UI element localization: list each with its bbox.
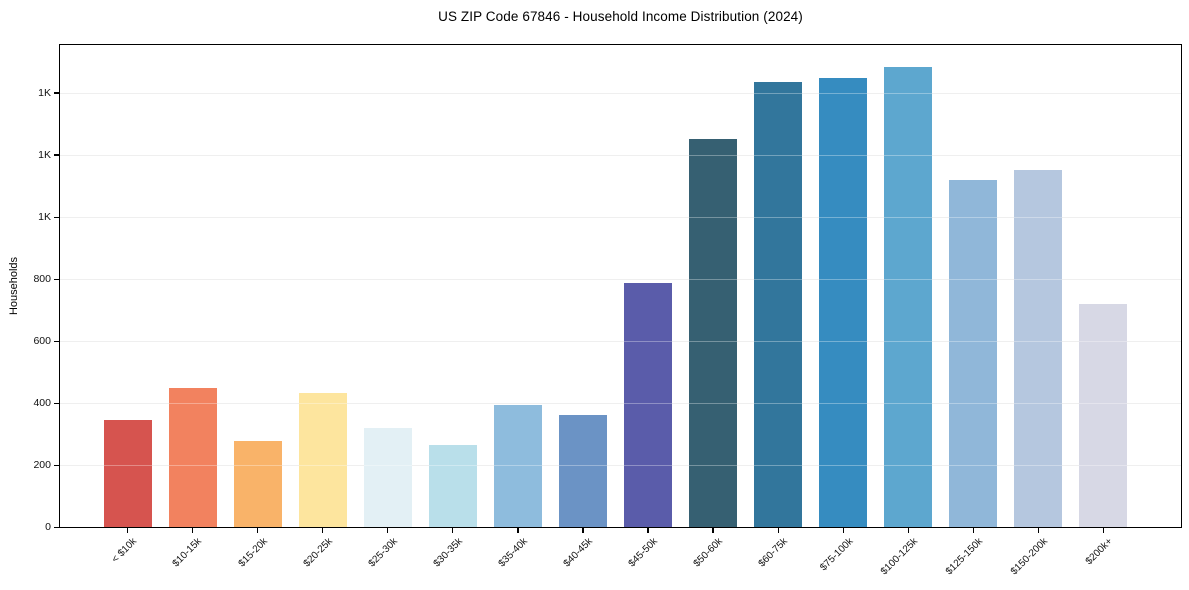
x-axis-tick-label-text: $100-125k (878, 535, 921, 577)
x-axis-tick (257, 527, 259, 533)
gridline-overlay (60, 93, 1181, 95)
bar (1014, 170, 1063, 528)
x-axis-tick-label-text: $30-35k (431, 535, 465, 569)
x-axis-tick (387, 527, 389, 533)
gridline-overlay (60, 341, 1181, 343)
gridline-overlay (60, 155, 1181, 157)
x-axis-tick (126, 527, 129, 533)
gridline (60, 93, 1181, 95)
y-axis-tick-label: 400 (33, 396, 51, 409)
bar (363, 428, 412, 528)
x-axis-tick-label-text: < $10k (110, 535, 140, 565)
bar (624, 282, 673, 528)
gridline-overlay (60, 217, 1181, 219)
y-axis-tick (53, 154, 59, 156)
x-axis-tick-label-text: $75-100k (817, 535, 855, 573)
bar (819, 77, 868, 528)
y-axis-tick-label: 0 (45, 521, 51, 533)
y-axis-label: Households (8, 256, 20, 316)
y-axis-tick (53, 216, 59, 218)
y-axis-tick-label: 1K (38, 148, 51, 161)
x-axis-tick-label-text: $35-40k (496, 535, 530, 569)
y-axis-tick-label: 200 (33, 458, 51, 471)
bar (103, 419, 152, 528)
y-axis-tick (53, 464, 59, 467)
x-axis-tick (191, 527, 194, 533)
x-axis-tick-label-text: $40-45k (561, 535, 595, 569)
y-axis-tick-label: 600 (33, 334, 51, 347)
x-axis-tick-label-text: $125-150k (943, 535, 986, 577)
x-axis-tick (1102, 527, 1105, 533)
x-axis-tick (647, 527, 649, 533)
bar (689, 138, 738, 528)
x-axis-tick (517, 527, 519, 533)
bar (168, 387, 217, 528)
x-axis-tick (712, 527, 714, 533)
bar (884, 67, 933, 528)
x-axis-tick-label-text: $60-75k (756, 535, 790, 569)
x-axis-tick (452, 527, 454, 533)
x-axis-tick (582, 527, 584, 533)
chart-title: US ZIP Code 67846 - Household Income Dis… (438, 9, 803, 24)
y-axis-tick (53, 340, 59, 342)
y-axis-tick-label: 800 (33, 272, 51, 285)
bar (428, 445, 477, 528)
bar (949, 179, 998, 528)
y-axis-tick (53, 526, 59, 529)
bar (493, 405, 542, 528)
x-axis-tick (972, 527, 974, 533)
gridline (60, 217, 1181, 219)
bar (754, 81, 803, 528)
bar (1079, 303, 1128, 528)
x-axis-tick (322, 527, 324, 533)
gridline (60, 403, 1181, 405)
gridline (60, 279, 1181, 281)
y-axis-tick (53, 402, 59, 404)
x-axis-tick (842, 527, 844, 533)
gridline-overlay (60, 403, 1181, 405)
x-axis-tick-label-text: $150-200k (1008, 535, 1051, 577)
x-axis-tick-label-text: $10-15k (171, 535, 205, 569)
x-axis-tick-label-text: $45-50k (626, 535, 660, 569)
bar (558, 414, 607, 528)
x-axis-tick-label-text: $200k+ (1084, 535, 1116, 567)
x-axis-tick-label-text: $50-60k (691, 535, 725, 569)
gridline-overlay (60, 279, 1181, 281)
y-axis-tick (53, 92, 59, 94)
gridline (60, 341, 1181, 343)
x-axis-tick (907, 527, 909, 533)
gridline-overlay (60, 465, 1181, 467)
x-axis-tick-label-text: $20-25k (301, 535, 335, 569)
x-axis-tick (777, 527, 779, 533)
y-axis-tick-label: 1K (38, 210, 51, 223)
gridline (60, 155, 1181, 157)
gridline (60, 465, 1181, 467)
y-axis-tick (53, 278, 59, 280)
x-axis-tick (1037, 527, 1040, 533)
x-axis-tick-label-text: $25-30k (366, 535, 400, 569)
bar (233, 440, 282, 528)
y-axis-tick-label: 1K (38, 86, 51, 99)
x-axis-tick-label-text: $15-20k (236, 535, 270, 569)
bar (298, 393, 347, 528)
